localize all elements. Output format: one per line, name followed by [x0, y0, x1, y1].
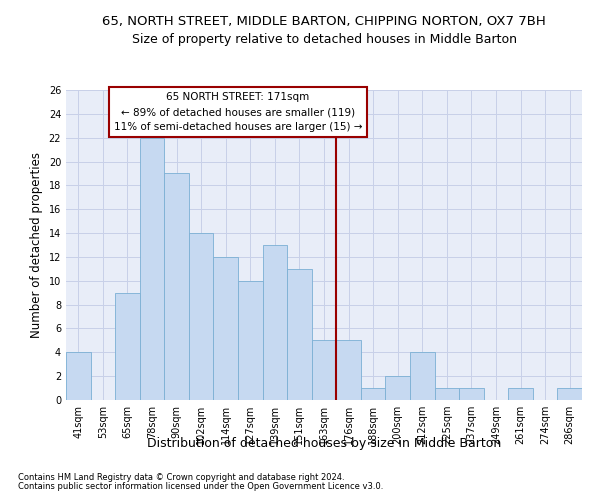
Bar	[312, 340, 336, 400]
Text: Contains public sector information licensed under the Open Government Licence v3: Contains public sector information licen…	[18, 482, 383, 491]
Text: Distribution of detached houses by size in Middle Barton: Distribution of detached houses by size …	[147, 438, 501, 450]
Bar	[214, 257, 238, 400]
Bar	[385, 376, 410, 400]
Bar	[410, 352, 434, 400]
Bar	[66, 352, 91, 400]
Bar	[140, 138, 164, 400]
Bar	[508, 388, 533, 400]
Bar	[164, 174, 189, 400]
Bar	[287, 269, 312, 400]
Bar	[336, 340, 361, 400]
Text: Size of property relative to detached houses in Middle Barton: Size of property relative to detached ho…	[131, 32, 517, 46]
Bar	[263, 245, 287, 400]
Bar	[361, 388, 385, 400]
Bar	[459, 388, 484, 400]
Text: 65 NORTH STREET: 171sqm
← 89% of detached houses are smaller (119)
11% of semi-d: 65 NORTH STREET: 171sqm ← 89% of detache…	[114, 92, 362, 132]
Text: 65, NORTH STREET, MIDDLE BARTON, CHIPPING NORTON, OX7 7BH: 65, NORTH STREET, MIDDLE BARTON, CHIPPIN…	[102, 15, 546, 28]
Text: Contains HM Land Registry data © Crown copyright and database right 2024.: Contains HM Land Registry data © Crown c…	[18, 472, 344, 482]
Bar	[238, 281, 263, 400]
Bar	[434, 388, 459, 400]
Bar	[557, 388, 582, 400]
Bar	[115, 292, 140, 400]
Bar	[189, 233, 214, 400]
Y-axis label: Number of detached properties: Number of detached properties	[30, 152, 43, 338]
